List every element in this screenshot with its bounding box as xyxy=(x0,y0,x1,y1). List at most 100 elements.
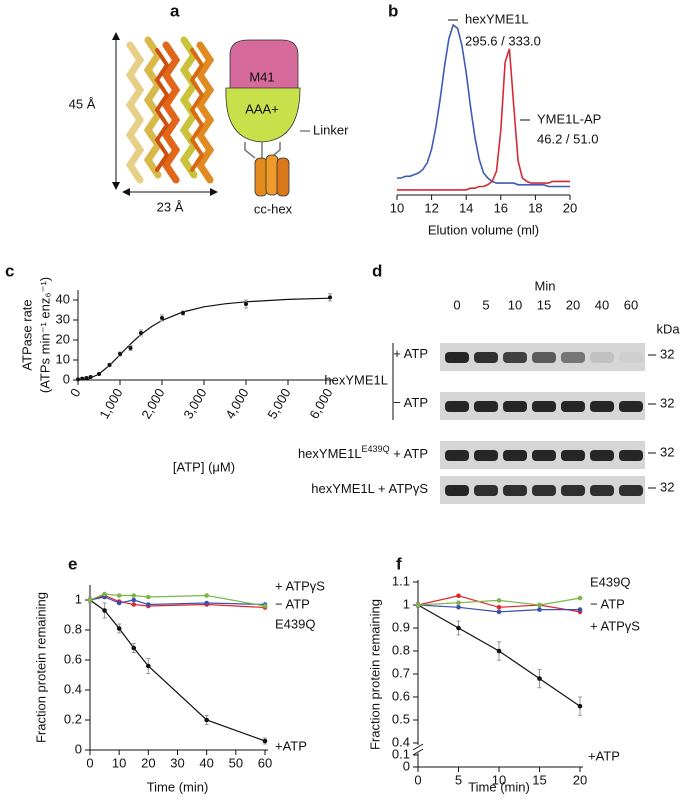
data-point xyxy=(160,316,164,320)
y-tick-label: 0.4 xyxy=(392,734,410,749)
data-point xyxy=(496,648,502,654)
data-point xyxy=(496,609,502,615)
data-point xyxy=(131,602,137,607)
gel-band xyxy=(503,352,527,363)
gel-time-label: 20 xyxy=(566,297,580,312)
domain-cartoon xyxy=(225,39,310,197)
gel-row-label-part: + ATP xyxy=(390,446,428,461)
domain-label: AAA+ xyxy=(245,101,279,116)
legend-label: +ATP xyxy=(588,748,620,763)
dimension-label: 23 Å xyxy=(157,199,184,214)
data-point xyxy=(116,593,122,598)
data-point xyxy=(537,676,542,681)
gel-band xyxy=(561,352,585,363)
y-tick-label: 30 xyxy=(56,311,70,326)
gel-band xyxy=(590,401,614,412)
coil-label: cc-hex xyxy=(254,201,293,216)
y-tick-label: 20 xyxy=(56,331,70,346)
gel-time-label: 60 xyxy=(624,297,638,312)
x-tick-label: 10 xyxy=(492,772,506,787)
gel-group-label: hexYME1L xyxy=(324,372,388,387)
data-point xyxy=(204,717,209,723)
x-tick-label: 4,000 xyxy=(222,386,251,422)
legend-label: + ATPγS xyxy=(590,618,640,633)
y-tick-label: 0.9 xyxy=(392,619,410,634)
x-tick-label: 0 xyxy=(67,386,84,400)
gel-unit: kDa xyxy=(656,321,680,336)
domain-label: M41 xyxy=(249,69,274,84)
gel-band xyxy=(619,450,643,461)
series-line xyxy=(89,599,266,742)
x-tick-label: 2,000 xyxy=(138,386,167,422)
x-tick-label: 3,000 xyxy=(180,386,209,422)
gel-band xyxy=(590,485,614,496)
data-point xyxy=(456,605,461,610)
data-point xyxy=(80,376,85,381)
x-axis-label: Elution volume (ml) xyxy=(428,222,539,237)
data-point xyxy=(131,597,137,603)
y-tick-label: 0.6 xyxy=(392,688,410,703)
gel-time-label: 40 xyxy=(595,297,609,312)
legend-label: − ATP xyxy=(275,596,310,611)
gel-band xyxy=(474,401,498,412)
data-point xyxy=(456,593,461,599)
y-tick-label: 0.6 xyxy=(64,651,82,666)
x-tick-label: 0 xyxy=(414,772,421,787)
x-tick-label: 0 xyxy=(86,755,93,770)
data-point xyxy=(244,302,248,306)
legend-label: +ATP xyxy=(275,738,307,753)
gel-band xyxy=(561,401,585,412)
data-point xyxy=(537,602,542,608)
data-point xyxy=(577,703,583,709)
data-point xyxy=(139,331,143,335)
gel-band xyxy=(503,401,527,412)
data-point xyxy=(107,363,112,367)
gel-time-label: 5 xyxy=(482,297,489,312)
annotation: 295.6 / 333.0 xyxy=(465,33,541,48)
x-tick-label: 15 xyxy=(532,772,546,787)
x-tick-label: 16 xyxy=(494,200,508,215)
y-tick-label: 0.2 xyxy=(64,711,82,726)
data-point xyxy=(116,626,122,631)
y-tick-label: 0 xyxy=(75,741,82,756)
dimension-arrows xyxy=(112,32,218,196)
gel-band xyxy=(474,450,498,461)
gel-band xyxy=(474,485,498,496)
data-point xyxy=(456,600,461,605)
data-point xyxy=(496,605,502,610)
gel-band xyxy=(561,485,585,496)
y-axis-label: ATPase rate xyxy=(19,299,34,370)
annotation: hexYME1L xyxy=(465,11,529,26)
gel-band xyxy=(619,401,643,412)
series-line xyxy=(397,48,570,191)
y-axis-label: Fraction protein remaining xyxy=(367,599,382,750)
gel-mw-label: 32 xyxy=(660,444,674,459)
linker-label: Linker xyxy=(313,122,349,137)
y-tick-label: 0.1 xyxy=(392,746,410,761)
gel-row-label-part: E439Q xyxy=(362,444,390,454)
legend-label: + ATPγS xyxy=(275,578,325,593)
panel-label: e xyxy=(68,554,77,573)
gel-mw-label: 32 xyxy=(660,346,674,361)
y-tick-label: 0 xyxy=(63,371,70,386)
data-point xyxy=(146,594,151,600)
data-point xyxy=(577,607,583,612)
data-point xyxy=(76,377,80,382)
gel-time-title: Min xyxy=(535,278,556,293)
y-tick-label: 0 xyxy=(403,758,410,773)
panel-label: c xyxy=(5,261,14,280)
y-tick-label: 0.4 xyxy=(64,681,82,696)
y-tick-label: 1 xyxy=(403,596,410,611)
gel-row-label: hexYME1L + ATPγS xyxy=(311,481,428,496)
y-tick-label: 40 xyxy=(56,291,70,306)
x-tick-label: 14 xyxy=(459,200,473,215)
gel-band xyxy=(561,450,585,461)
gel-time-label: 15 xyxy=(537,297,551,312)
gel-band xyxy=(474,352,498,363)
data-point xyxy=(456,625,461,631)
data-point xyxy=(102,591,107,597)
axis-break xyxy=(412,743,424,756)
x-tick-label: 20 xyxy=(563,200,577,215)
legend-label: E439Q xyxy=(275,616,315,631)
gel-band xyxy=(532,401,556,412)
